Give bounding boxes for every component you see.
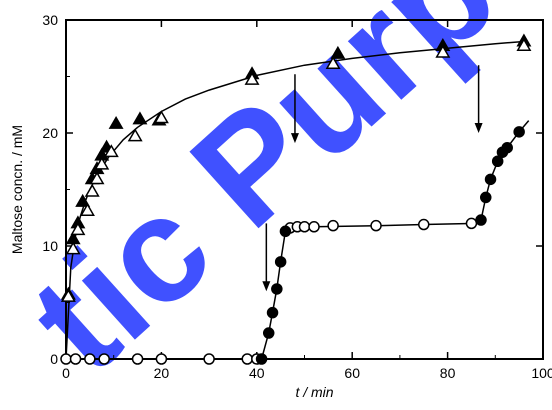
x-tick-label: 60 — [344, 365, 360, 381]
circle-open-point — [465, 217, 478, 230]
circle-open-point — [370, 219, 382, 232]
circle-open-point — [298, 221, 311, 233]
circle-open-point — [84, 353, 96, 365]
triangle-open-point — [127, 128, 143, 142]
triangle-filled-point — [132, 111, 148, 125]
circle-filled-point — [279, 225, 292, 238]
circle-filled-point — [274, 256, 287, 268]
circle-filled-point — [475, 214, 487, 226]
axis-labels: t / min Maltose concn. / mM — [9, 125, 334, 400]
circle-filled-point — [271, 283, 283, 295]
circle-filled-point — [255, 353, 268, 365]
circle-open-point — [69, 353, 82, 365]
axis-ticks: 0 20 40 60 80 100 0 10 20 30 — [42, 12, 552, 381]
triangle-filled-point — [75, 193, 91, 207]
triangle-open-point — [103, 144, 119, 158]
triangle-open-point — [516, 37, 532, 51]
circle-open-point — [203, 353, 215, 365]
arrows — [262, 65, 483, 292]
y-tick-label: 0 — [50, 351, 58, 367]
y-tick-label: 30 — [42, 12, 58, 28]
triangle-open-point — [153, 110, 169, 124]
circle-open-point — [327, 219, 339, 232]
triangle-open-point — [89, 171, 105, 185]
circle-open-point — [155, 353, 168, 365]
circle-open-point — [418, 218, 430, 231]
circle-filled-point — [513, 126, 525, 138]
triangle-open-point — [325, 56, 341, 70]
circle-open-point — [131, 353, 144, 365]
circle-filled-point — [262, 327, 275, 339]
triangle-open-point — [65, 241, 81, 255]
circle-filled-point — [480, 191, 492, 204]
triangle-open-point — [94, 156, 110, 170]
circle-filled-point — [501, 141, 513, 154]
circle-open-point — [98, 353, 110, 365]
arrow-head — [262, 281, 271, 292]
data-markers — [60, 33, 532, 365]
x-tick-label: 40 — [249, 365, 265, 381]
triangle-open-point — [435, 44, 451, 58]
arrow-head — [474, 123, 483, 133]
triangle-open-point — [79, 202, 95, 216]
x-tick-label: 20 — [154, 365, 170, 381]
triangle-filled-point — [108, 115, 124, 129]
circle-filled-point — [491, 155, 504, 167]
y-tick-label: 10 — [42, 238, 58, 254]
x-tick-label: 0 — [62, 365, 70, 381]
triangle-open-point — [244, 71, 260, 85]
circle-open-point — [241, 353, 254, 365]
circle-filled-point — [266, 306, 279, 319]
circle-filled-point — [484, 173, 497, 186]
x-tick-label: 80 — [440, 365, 456, 381]
triangle-open-point — [70, 222, 86, 236]
triangle-open-point — [84, 183, 100, 197]
arrow-head — [290, 133, 299, 144]
x-tick-label: 100 — [531, 365, 552, 381]
circle-open-point — [308, 221, 320, 233]
y-axis-label: Maltose concn. / mM — [9, 125, 25, 254]
x-axis-label: t / min — [295, 384, 333, 400]
triangle-filled-point — [330, 45, 346, 59]
circle-open-point — [60, 353, 72, 365]
triangle-open-point — [60, 288, 76, 302]
y-tick-label: 20 — [42, 125, 58, 141]
